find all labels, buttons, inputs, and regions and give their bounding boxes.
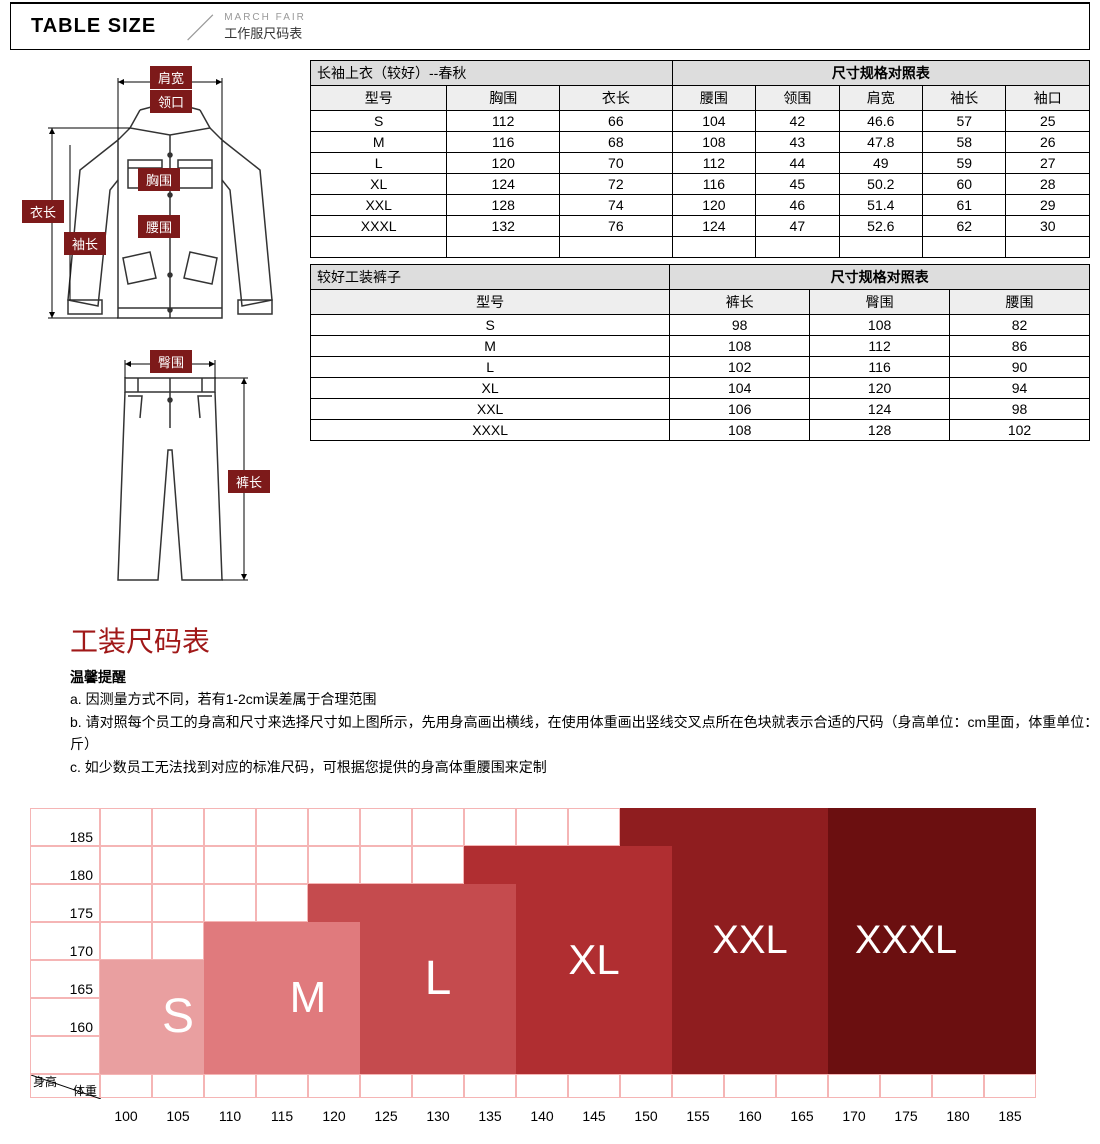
upper-section: 肩宽 领口 衣长 胸围 袖长 腰围 — [0, 60, 1100, 610]
pants-diagram: 臀围 裤长 — [10, 350, 290, 610]
tag-shoulder: 肩宽 — [150, 66, 192, 89]
header-subtitle: MARCH FAIR 工作服尺码表 — [224, 12, 306, 42]
notes-block: 温馨提醒 a. 因测量方式不同，若有1-2cm误差属于合理范围b. 请对照每个员… — [0, 666, 1100, 798]
tag-waist: 腰围 — [138, 215, 180, 238]
header-slash: ／ — [176, 7, 224, 47]
page-header: TABLE SIZE ／ MARCH FAIR 工作服尺码表 — [10, 2, 1090, 50]
tag-chest: 胸围 — [138, 168, 180, 191]
tables-column: 长袖上衣（较好）--春秋尺寸规格对照表型号胸围衣长腰围领围肩宽袖长袖口S1126… — [310, 60, 1090, 610]
chart-x-axis: 1001051101151201251301351401451501551601… — [30, 1098, 1070, 1124]
notes-items: a. 因测量方式不同，若有1-2cm误差属于合理范围b. 请对照每个员工的身高和… — [70, 688, 1100, 778]
tag-collar: 领口 — [150, 90, 192, 113]
chart-area: 185180175170165160身高体重 SMLXLXXLXXXL — [30, 808, 1070, 1098]
tag-hip: 臀围 — [150, 350, 192, 373]
size-block-XXL: XXL — [672, 808, 828, 1074]
diagram-column: 肩宽 领口 衣长 胸围 袖长 腰围 — [10, 60, 290, 610]
size-block-L: L — [360, 884, 516, 1074]
jacket-size-table: 长袖上衣（较好）--春秋尺寸规格对照表型号胸围衣长腰围领围肩宽袖长袖口S1126… — [310, 60, 1090, 258]
header-title: TABLE SIZE — [11, 15, 176, 38]
size-block-M: M — [256, 922, 360, 1074]
jacket-diagram: 肩宽 领口 衣长 胸围 袖长 腰围 — [10, 60, 290, 350]
notes-title: 温馨提醒 — [70, 666, 1100, 688]
tag-length: 衣长 — [22, 200, 64, 223]
header-sub-cn: 工作服尺码表 — [224, 23, 306, 42]
tag-sleeve: 袖长 — [64, 232, 106, 255]
tag-pant-length: 裤长 — [228, 470, 270, 493]
header-sub-en: MARCH FAIR — [224, 12, 306, 23]
size-block-XL: XL — [516, 846, 672, 1074]
section-title: 工装尺码表 — [0, 610, 1100, 666]
size-chart: 185180175170165160身高体重 SMLXLXXLXXXL 1001… — [0, 798, 1100, 1144]
pants-size-table: 较好工装裤子尺寸规格对照表型号裤长臀围腰围S9810882M10811286L1… — [310, 264, 1090, 441]
